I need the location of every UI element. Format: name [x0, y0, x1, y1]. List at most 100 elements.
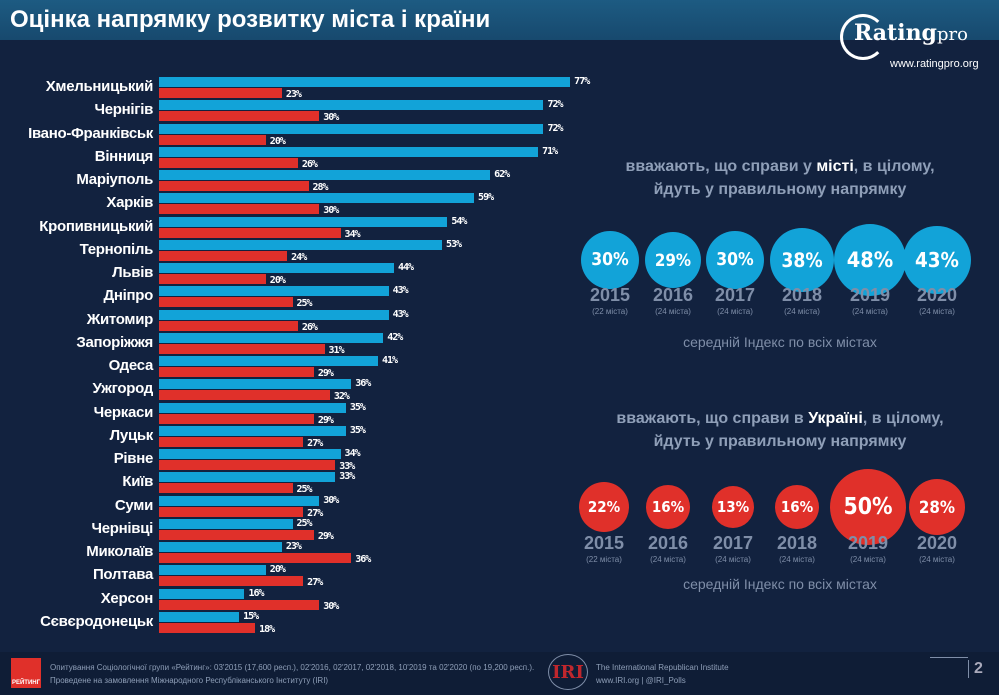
city-label: Маріуполь — [76, 171, 153, 189]
bubble: 28% — [909, 479, 965, 535]
country-bar — [159, 181, 309, 192]
panel-caption: середній Індекс по всіх містах — [683, 576, 877, 592]
year-label: 2016 — [647, 533, 689, 553]
bar-value-label: 42% — [387, 331, 403, 343]
bar-value-label: 23% — [285, 89, 302, 100]
city-bar — [159, 542, 282, 553]
year-label: 2020 — [916, 285, 958, 305]
page-title: Оцінка напрямку розвитку міста і країни — [10, 6, 491, 33]
year-sublabel: (24 міста) — [919, 307, 955, 316]
bar-value-label: 25% — [296, 298, 313, 310]
iri-links[interactable]: www.IRI.org | @IRI_Polls — [596, 676, 686, 685]
city-bar — [159, 216, 448, 227]
country-bar — [159, 111, 320, 122]
bar-value-label: 54% — [451, 215, 467, 227]
city-label: Полтава — [92, 566, 153, 584]
city-label: Житомир — [86, 310, 154, 328]
bar-value-label: 26% — [301, 158, 318, 170]
city-bar — [159, 100, 544, 111]
city-bar — [159, 356, 378, 367]
logo-url: www.ratingpro.org — [890, 58, 979, 70]
country-bar — [159, 483, 293, 494]
city-bar — [159, 611, 240, 622]
city-label: Чернігів — [94, 101, 153, 119]
city-bar — [159, 518, 293, 529]
bar-value-label: 36% — [355, 378, 371, 390]
iri-logo: IRI — [548, 654, 588, 690]
city-bar — [159, 263, 394, 274]
city-bar — [159, 565, 266, 576]
year-label: 2018 — [781, 285, 823, 305]
year-sublabel: (24 міста) — [655, 307, 691, 316]
year-label: 2017 — [714, 285, 756, 305]
city-bar — [159, 588, 245, 599]
city-label: Дніпро — [103, 287, 154, 305]
year-sublabel: (24 міста) — [717, 307, 753, 316]
country-bar — [159, 367, 314, 378]
country-bar — [159, 297, 293, 308]
bar-value-label: 33% — [339, 471, 355, 483]
bar-value-label: 43% — [392, 285, 409, 297]
year-label: 2015 — [583, 533, 625, 553]
city-bar — [159, 495, 320, 506]
title-bar: Оцінка напрямку розвитку міста і країни — [0, 0, 999, 40]
city-bar — [159, 193, 475, 204]
ratingpro-logo: Ratingpro www.ratingpro.org — [840, 14, 990, 74]
panel-heading: вважають, що справи в Україні, в цілому,… — [616, 410, 944, 450]
city-label: Чернівці — [91, 519, 154, 537]
bubble: 29% — [645, 232, 701, 288]
footer: РЕЙТИНГ Опитування Соціологічної групи «… — [0, 652, 999, 695]
city-label: Херсон — [100, 589, 154, 607]
city-label: Рівне — [113, 450, 154, 468]
country-bar — [159, 320, 298, 331]
bar-value-label: 29% — [317, 530, 334, 542]
country-bar — [159, 460, 336, 471]
footer-source: Опитування Соціологічної групи «Рейтинг»… — [50, 663, 535, 672]
city-label: Кропивницький — [39, 217, 153, 235]
divider — [930, 657, 968, 658]
bar-value-label: 43% — [392, 308, 409, 320]
year-label: 2018 — [776, 533, 818, 553]
bar-value-label: 30% — [323, 112, 339, 124]
year-label: 2016 — [652, 285, 694, 305]
year-label: 2019 — [847, 533, 889, 553]
country-bar — [159, 413, 314, 424]
year-sublabel: (24 міста) — [784, 307, 820, 316]
bar-value-label: 41% — [381, 355, 398, 367]
year-sublabel: (24 міста) — [852, 307, 888, 316]
city-label: Харків — [106, 194, 153, 212]
bar-value-label: 15% — [243, 610, 259, 622]
country-bar — [159, 436, 304, 447]
year-label: 2020 — [916, 533, 958, 553]
footer-commission: Проведене на замовлення Міжнародного Рес… — [50, 676, 329, 685]
year-sublabel: (24 міста) — [919, 555, 955, 564]
city-label: Київ — [122, 473, 153, 491]
bar-value-label: 71% — [542, 145, 558, 157]
year-sublabel: (22 міста) — [592, 307, 628, 316]
page-number: 2 — [968, 660, 983, 678]
bar-value-label: 62% — [494, 169, 510, 181]
city-label: Луцьк — [109, 426, 154, 444]
bar-value-label: 28% — [312, 182, 329, 194]
city-label: Одеса — [108, 357, 154, 375]
bubble: 38% — [770, 228, 834, 292]
city-bar — [159, 123, 544, 134]
bar-value-label: 30% — [323, 494, 339, 506]
bar-value-label: 20% — [269, 135, 286, 147]
city-label: Тернопіль — [79, 240, 154, 258]
city-label: Львів — [112, 264, 153, 282]
bar-value-label: 16% — [248, 587, 264, 599]
country-bar — [159, 204, 320, 215]
country-bar — [159, 250, 288, 261]
country-bar — [159, 529, 314, 540]
year-sublabel: (22 міста) — [586, 555, 622, 564]
year-sublabel: (24 міста) — [779, 555, 815, 564]
bar-value-label: 44% — [397, 262, 414, 274]
bar-value-label: 32% — [333, 391, 350, 403]
bubble: 48% — [834, 224, 906, 296]
city-bar — [159, 146, 539, 157]
year-sublabel: (24 міста) — [850, 555, 886, 564]
country-bar — [159, 622, 256, 633]
bar-value-label: 20% — [269, 275, 286, 287]
bar-value-label: 29% — [317, 414, 334, 426]
